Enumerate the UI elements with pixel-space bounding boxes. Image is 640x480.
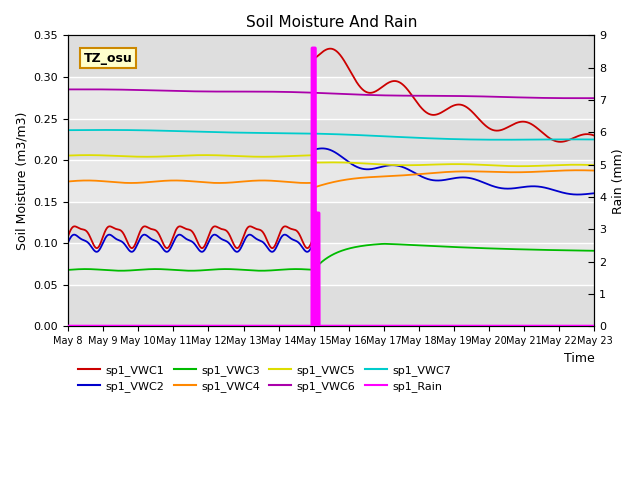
Bar	[68, 202, 595, 243]
Bar	[68, 160, 595, 202]
Bar	[68, 77, 595, 119]
X-axis label: Time: Time	[564, 352, 595, 365]
Title: Soil Moisture And Rain: Soil Moisture And Rain	[246, 15, 417, 30]
Bar	[68, 285, 595, 326]
Legend: sp1_VWC1, sp1_VWC2, sp1_VWC3, sp1_VWC4, sp1_VWC5, sp1_VWC6, sp1_VWC7, sp1_Rain: sp1_VWC1, sp1_VWC2, sp1_VWC3, sp1_VWC4, …	[74, 360, 456, 396]
Text: TZ_osu: TZ_osu	[84, 51, 132, 64]
Bar	[68, 36, 595, 77]
Bar	[68, 243, 595, 285]
Bar	[68, 119, 595, 160]
Y-axis label: Soil Moisture (m3/m3): Soil Moisture (m3/m3)	[15, 112, 28, 250]
Y-axis label: Rain (mm): Rain (mm)	[612, 148, 625, 214]
